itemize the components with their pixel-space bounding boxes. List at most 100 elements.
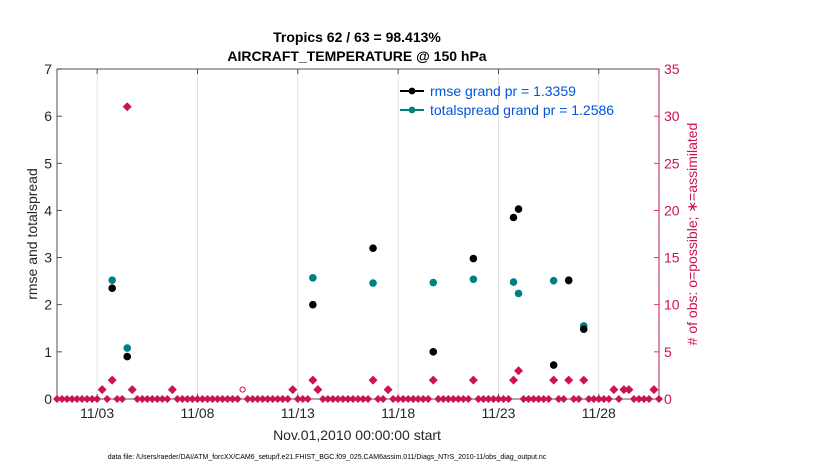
obs-zero-marker [68,395,77,403]
y-tick-label-right: 25 [664,155,680,171]
obs-zero-marker [554,395,563,403]
obs-assimilated-point [122,102,132,112]
obs-zero-marker [544,395,553,403]
obs-zero-marker [138,395,147,403]
obs-assimilated-point [308,375,318,385]
obs-assimilated-point [167,385,177,395]
y-tick-label-left: 2 [44,297,52,313]
obs-zero-marker [58,395,67,403]
obs-zero-marker [484,395,493,403]
obs-zero-marker [118,395,127,403]
obs-zero-marker [399,395,408,403]
obs-zero-marker [148,395,157,403]
obs-zero-marker [133,395,142,403]
legend-spread-marker [408,106,416,114]
obs-zero-marker [248,395,257,403]
obs-zero-marker [208,395,217,403]
totalspread-point [429,278,438,287]
obs-zero-marker [63,395,72,403]
obs-zero-marker [569,395,578,403]
y-tick-label-right: 0 [664,391,672,407]
obs-zero-marker [464,395,473,403]
obs-zero-marker [389,395,398,403]
legend-rmse-marker [408,87,416,95]
obs-assimilated-point [509,375,519,385]
totalspread-point [108,276,116,285]
chart-title-line1: Tropics 62 / 63 = 98.413% [273,29,441,45]
legend-rmse-label: rmse grand pr = 1.3359 [430,83,576,99]
x-tick-label: 11/13 [281,405,315,421]
obs-assimilated-point [624,385,634,395]
obs-zero-marker [263,395,272,403]
obs-zero-marker [479,395,488,403]
obs-zero-marker [534,395,543,403]
obs-zero-marker [273,395,282,403]
obs-zero-marker [143,395,152,403]
obs-zero-marker [173,395,182,403]
y-tick-label-right: 10 [664,297,680,313]
obs-zero-marker [293,395,302,403]
obs-zero-marker [584,395,593,403]
obs-zero-marker [223,395,232,403]
obs-assimilated-point [468,375,478,385]
obs-zero-marker [298,395,307,403]
x-tick-label: 11/18 [381,405,415,421]
y-axis-right: 0 5 10 15 20 25 30 35 [654,61,680,407]
rmse-point [579,325,588,334]
obs-zero-marker [359,395,368,403]
obs-zero-marker [644,395,653,403]
obs-zero-marker [93,395,102,403]
obs-zero-marker [73,395,82,403]
data-marks [53,102,663,403]
totalspread-point [123,344,132,352]
obs-assimilated-point [288,385,298,395]
y-axis-right-label: # of obs: o=possible; ∗=assimilated [684,123,700,346]
obs-assimilated-point [549,375,559,385]
obs-zero-marker [604,395,613,403]
obs-zero-marker [494,395,503,403]
obs-zero-marker [655,395,663,403]
obs-assimilated-point [649,385,659,395]
obs-zero-marker [454,395,463,403]
obs-zero-marker [589,395,598,403]
y-tick-label-left: 4 [44,202,52,218]
obs-zero-marker [559,395,568,403]
obs-zero-marker [88,395,97,403]
obs-zero-marker [414,395,423,403]
obs-zero-marker [258,395,267,403]
obs-zero-marker [328,395,337,403]
obs-zero-marker [524,395,533,403]
obs-zero-marker [233,395,242,403]
obs-assimilated-point [428,375,438,385]
obs-zero-marker [364,395,373,403]
obs-zero-marker [409,395,418,403]
x-axis-label: Nov.01,2010 00:00:00 start [273,427,441,443]
y-tick-label-right: 20 [664,202,680,218]
grid [96,69,600,399]
obs-zero-marker [303,395,312,403]
rmse-point [509,213,518,222]
obs-assimilated-point [368,375,378,385]
obs-zero-marker [243,395,252,403]
obs-possible-point [239,386,246,393]
obs-zero-marker [439,395,448,403]
rmse-point [549,361,558,369]
obs-zero-marker [218,395,227,403]
rmse-point [123,352,132,361]
obs-assimilated-point [127,385,137,395]
y-tick-label-left: 6 [44,108,52,124]
obs-zero-marker [213,395,222,403]
obs-zero-marker [459,395,468,403]
obs-assimilated-point [97,385,107,395]
obs-zero-marker [599,395,608,403]
obs-zero-marker [198,395,207,403]
obs-zero-marker [338,395,347,403]
totalspread-point [309,274,317,282]
obs-assimilated-point [579,375,589,385]
obs-zero-marker [489,395,498,403]
y-tick-label-right: 30 [664,108,680,124]
obs-zero-marker [153,395,162,403]
obs-zero-marker [343,395,352,403]
y-tick-label-left: 7 [44,61,52,77]
obs-zero-marker [354,395,362,403]
